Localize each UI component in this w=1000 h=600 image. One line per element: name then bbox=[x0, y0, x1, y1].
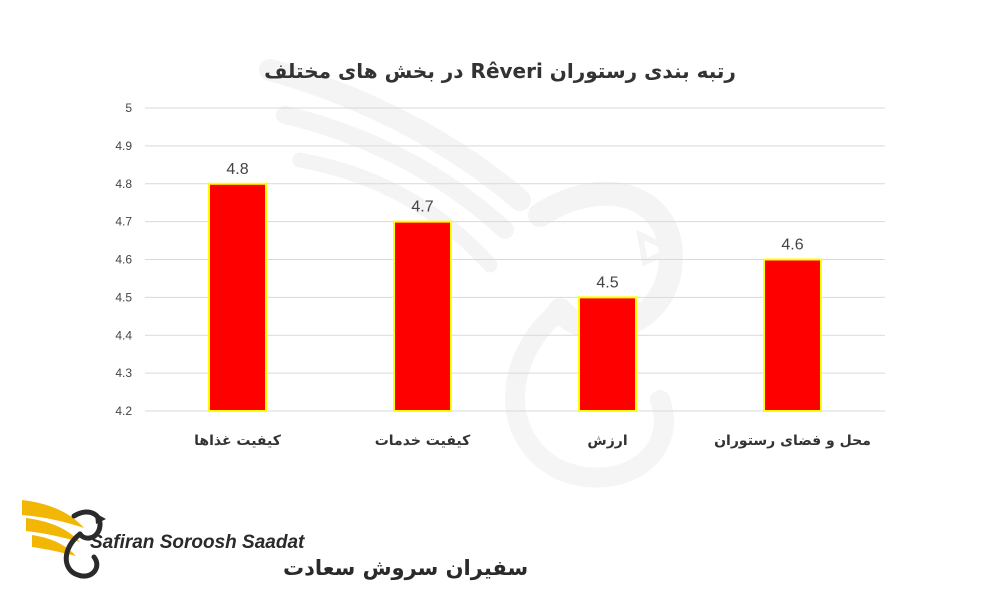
data-label: 4.7 bbox=[411, 199, 433, 216]
bar bbox=[763, 258, 822, 412]
bar bbox=[393, 220, 452, 412]
eagle-wing-icon bbox=[22, 500, 106, 579]
category-label: کیفیت خدمات bbox=[375, 433, 471, 449]
chart-title: رتبه بندی رستوران Rêveri در بخش های مختل… bbox=[264, 59, 736, 83]
bar bbox=[208, 182, 267, 412]
y-tick-label: 5 bbox=[125, 101, 132, 115]
gridlines bbox=[145, 107, 885, 412]
bars bbox=[208, 182, 822, 412]
bar bbox=[578, 296, 637, 412]
category-label: محل و فضای رستوران bbox=[714, 433, 871, 449]
y-tick-label: 4.5 bbox=[115, 290, 132, 304]
data-label: 4.6 bbox=[781, 237, 803, 254]
data-labels: 4.8 4.7 4.5 4.6 bbox=[226, 161, 803, 292]
y-tick-label: 4.6 bbox=[115, 253, 132, 267]
category-label: کیفیت غذاها bbox=[194, 433, 282, 449]
y-tick-label: 4.4 bbox=[115, 328, 132, 342]
y-tick-label: 4.8 bbox=[115, 177, 132, 191]
y-tick-label: 4.2 bbox=[115, 404, 132, 418]
y-tick-label: 4.3 bbox=[115, 366, 132, 380]
company-logo: Safiran Soroosh Saadat سفیران سروش سعادت bbox=[22, 500, 528, 580]
logo-text-persian: سفیران سروش سعادت bbox=[283, 556, 528, 580]
y-tick-label: 4.9 bbox=[115, 139, 132, 153]
logo-text-latin: Safiran Soroosh Saadat bbox=[90, 532, 305, 553]
category-label: ارزش bbox=[587, 433, 627, 449]
data-label: 4.5 bbox=[596, 274, 618, 291]
category-labels: کیفیت غذاها کیفیت خدمات ارزش محل و فضای رست… bbox=[194, 433, 871, 449]
data-label: 4.8 bbox=[226, 161, 248, 178]
y-tick-label: 4.7 bbox=[115, 215, 132, 229]
y-axis-tick-labels: 4.2 4.3 4.4 4.5 4.6 4.7 4.8 4.9 5 bbox=[115, 101, 132, 418]
